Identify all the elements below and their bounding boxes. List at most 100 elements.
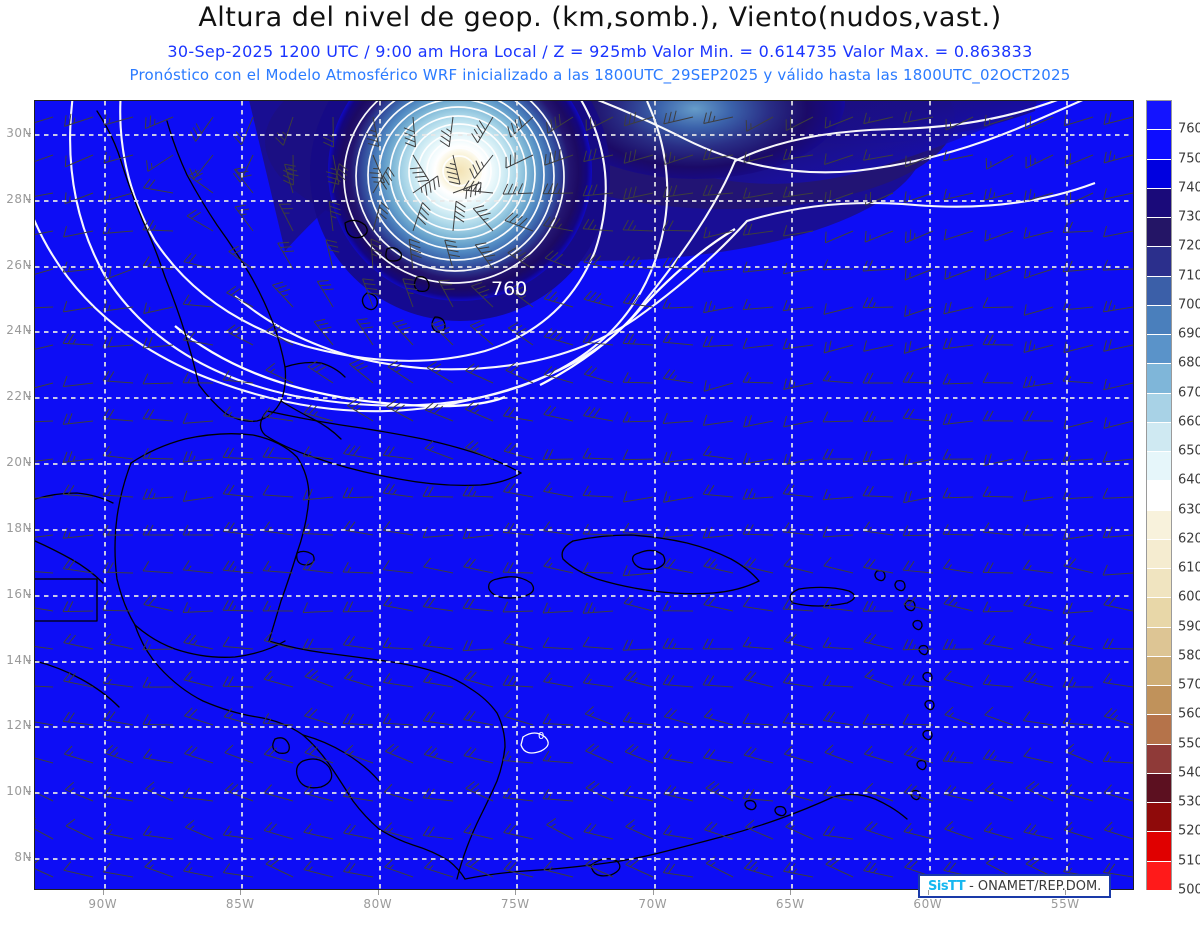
wind-barb bbox=[862, 260, 894, 272]
wind-barb bbox=[543, 366, 574, 384]
wind-barb bbox=[623, 111, 654, 127]
wind-barb bbox=[862, 149, 894, 161]
wind-barb bbox=[222, 636, 254, 650]
wind-barb bbox=[452, 182, 482, 199]
wind-barb bbox=[463, 746, 494, 764]
map-plot-area[interactable]: 760 0 bbox=[34, 100, 1134, 890]
xtick-mark bbox=[515, 890, 517, 895]
wind-barb bbox=[903, 745, 934, 764]
wind-barb bbox=[505, 152, 534, 169]
wind-barb bbox=[382, 673, 414, 688]
wind-barb bbox=[904, 154, 934, 168]
wind-barb bbox=[585, 857, 614, 878]
wind-barb bbox=[143, 748, 174, 764]
colorbar-tick-500: 500 bbox=[1178, 882, 1200, 898]
wind-barb bbox=[622, 711, 654, 726]
wind-barb bbox=[233, 116, 254, 146]
wind-barb bbox=[463, 823, 494, 840]
colorbar-segment-700 bbox=[1147, 276, 1171, 306]
wind-barb bbox=[543, 216, 574, 232]
logo-org: - ONAMET/REP.DOM. bbox=[969, 878, 1102, 894]
wind-barb bbox=[662, 297, 694, 309]
wind-barb bbox=[782, 338, 814, 350]
wind-barb bbox=[1102, 862, 1133, 878]
colorbar[interactable] bbox=[1146, 100, 1172, 891]
ytick-label-24N: 24N bbox=[6, 323, 32, 338]
wind-barb bbox=[622, 219, 654, 232]
colorbar-segment-760 bbox=[1147, 101, 1171, 131]
wind-barb bbox=[782, 186, 814, 198]
wind-barb bbox=[743, 746, 774, 764]
wind-barb bbox=[65, 818, 94, 840]
wind-barb bbox=[142, 219, 174, 232]
wind-barb bbox=[183, 671, 214, 688]
wind-barb bbox=[343, 520, 374, 536]
wind-barb bbox=[982, 410, 1014, 422]
logo-brand: SisTT bbox=[928, 878, 966, 894]
wind-barb bbox=[35, 268, 54, 278]
wind-barb bbox=[622, 491, 654, 503]
wind-barb bbox=[263, 784, 294, 802]
wind-barb bbox=[222, 676, 254, 688]
wind-barb bbox=[622, 372, 654, 384]
wind-barb bbox=[1062, 450, 1094, 462]
wind-barb bbox=[102, 673, 134, 688]
wind-barb bbox=[142, 561, 174, 574]
wind-barb bbox=[703, 557, 734, 574]
wind-barb bbox=[102, 300, 134, 312]
colorbar-segment-680 bbox=[1147, 335, 1171, 365]
wind-barb bbox=[1023, 340, 1054, 353]
wind-barb bbox=[222, 825, 254, 840]
wind-barbs bbox=[35, 110, 1133, 878]
wind-barb bbox=[325, 239, 340, 270]
colorbar-segment-740 bbox=[1147, 159, 1171, 189]
wind-barb bbox=[662, 185, 694, 198]
wind-barb bbox=[278, 203, 294, 232]
wind-barb bbox=[423, 672, 454, 688]
wind-barb bbox=[184, 745, 214, 764]
wind-barb bbox=[585, 743, 614, 764]
wind-barb bbox=[862, 485, 894, 498]
wind-barb bbox=[223, 708, 254, 726]
wind-barb bbox=[186, 209, 214, 232]
wind-barb bbox=[585, 780, 614, 802]
wind-barb bbox=[622, 255, 654, 270]
wind-barb bbox=[103, 823, 134, 840]
colorbar-segment-650 bbox=[1147, 422, 1171, 452]
wind-barb bbox=[623, 670, 654, 688]
wind-barb bbox=[662, 638, 694, 650]
wind-barb bbox=[102, 336, 134, 348]
wind-barb bbox=[222, 447, 254, 460]
colorbar-tick-680: 680 bbox=[1178, 355, 1200, 371]
wind-barb bbox=[824, 230, 854, 244]
wind-barb bbox=[1022, 375, 1054, 389]
wind-barb bbox=[62, 413, 94, 425]
wind-barb bbox=[182, 787, 214, 802]
wind-barb bbox=[182, 524, 214, 536]
wind-barb bbox=[1102, 526, 1133, 539]
wind-barb bbox=[144, 115, 174, 130]
wind-barb bbox=[465, 857, 494, 878]
wind-barb bbox=[704, 821, 734, 840]
wind-barb bbox=[864, 230, 894, 243]
wind-barb bbox=[342, 601, 374, 613]
xtick-mark bbox=[240, 890, 242, 895]
wind-barb bbox=[743, 187, 774, 199]
wind-barb bbox=[102, 562, 134, 574]
wind-barb bbox=[705, 780, 734, 802]
wind-barb bbox=[582, 602, 614, 614]
wind-barb bbox=[544, 250, 574, 270]
wind-barb bbox=[782, 599, 814, 612]
wind-barb bbox=[35, 817, 54, 840]
wind-barb bbox=[502, 562, 534, 574]
colorbar-segment-530 bbox=[1147, 773, 1171, 803]
wind-barb bbox=[662, 526, 694, 538]
wind-barb bbox=[383, 596, 414, 612]
wind-barb bbox=[984, 268, 1014, 281]
wind-barb bbox=[63, 671, 94, 688]
wind-barb bbox=[1104, 821, 1133, 840]
wind-barb bbox=[583, 406, 614, 422]
wind-barb bbox=[35, 719, 54, 726]
wind-barb bbox=[423, 745, 454, 764]
wind-barb bbox=[1063, 557, 1094, 574]
